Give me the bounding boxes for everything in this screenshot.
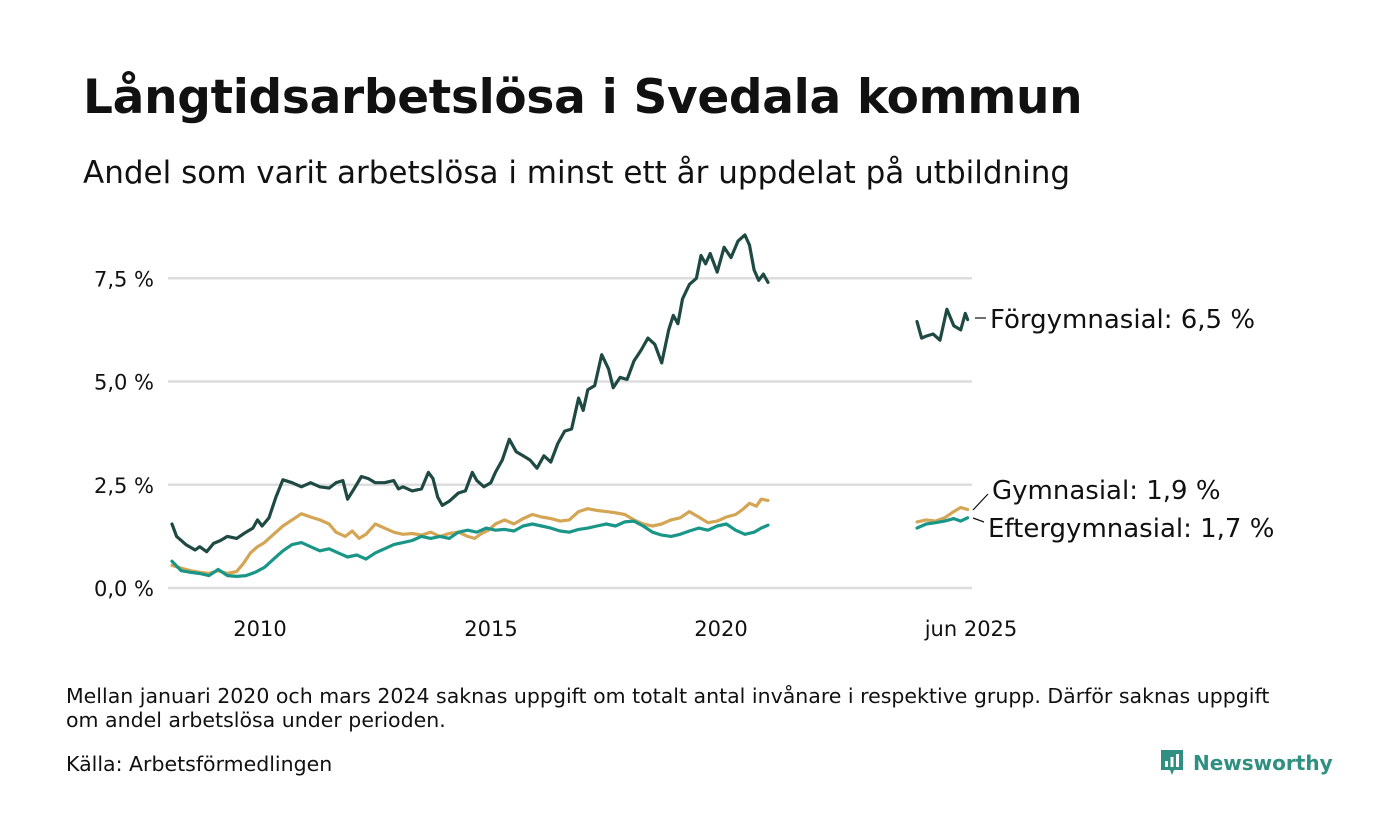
brand-logo[interactable]: Newsworthy [1159,748,1333,778]
x-tick-label: jun 2025 [924,617,1018,641]
newsworthy-logo-icon [1161,750,1183,775]
y-axis-ticks: 0,0 % 2,5 % 5,0 % 7,5 % [94,267,154,601]
chart-subtitle: Andel som varit arbetslösa i minst ett å… [83,155,1071,191]
series-lines [170,233,970,579]
source-text: Källa: Arbetsförmedlingen [66,752,333,776]
footnote: Mellan januari 2020 och mars 2024 saknas… [66,684,1270,732]
brand-name: Newsworthy [1193,751,1333,775]
y-tick-label: 0,0 % [94,577,154,601]
label-leader-gymnasial [972,493,989,511]
series-line-eftergymnasial-early [170,519,770,579]
series-line-gymnasial-early [170,497,770,576]
y-tick-label: 7,5 % [94,267,154,291]
x-axis-ticks: 2010 2015 2020 jun 2025 [233,617,1017,641]
label-leader-eftergymnasial [972,517,985,523]
chart-title: Långtidsarbetslösa i Svedala kommun [83,70,1083,125]
x-tick-label: 2015 [464,617,517,641]
series-label-gymnasial: Gymnasial: 1,9 % [992,476,1221,506]
series-labels: Förgymnasial: 6,5 % Gymnasial: 1,9 % Efter… [972,305,1274,544]
y-tick-label: 5,0 % [94,371,154,395]
series-line-forgymnasial-early [170,233,770,554]
line-chart: 0,0 % 2,5 % 5,0 % 7,5 % 2010 2015 2020 jun 202… [94,233,1274,641]
y-tick-label: 2,5 % [94,474,154,498]
x-tick-label: 2020 [694,617,747,641]
series-label-eftergymnasial: Eftergymnasial: 1,7 % [988,514,1274,544]
x-tick-label: 2010 [233,617,286,641]
series-line-gymnasial-recent [915,505,970,524]
gridlines [168,277,972,590]
series-line-forgymnasial-recent [915,307,970,342]
series-label-forgymnasial: Förgymnasial: 6,5 % [990,305,1255,335]
series-line-eftergymnasial-recent [915,516,970,530]
